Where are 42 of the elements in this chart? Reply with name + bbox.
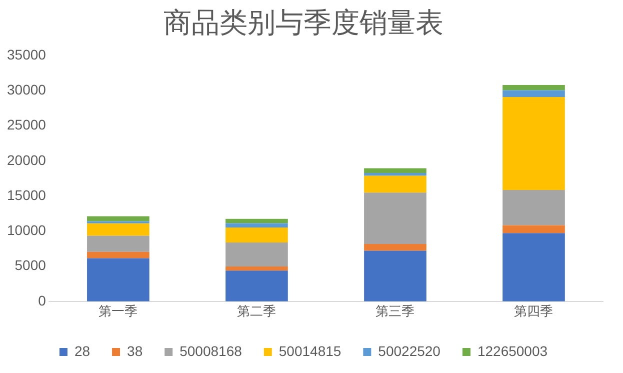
- y-tick-label: 35000: [6, 46, 46, 62]
- bar: [364, 244, 426, 251]
- legend-label: 50008168: [180, 342, 242, 359]
- bar: [226, 270, 288, 302]
- bar: [502, 85, 565, 90]
- y-tick-label: 10000: [6, 222, 46, 238]
- bar: [502, 225, 565, 234]
- y-tick-label: 25000: [6, 116, 46, 133]
- x-tick-label: 第一季: [98, 304, 138, 320]
- bar: [87, 223, 150, 236]
- x-tick-label: 第四季: [514, 304, 554, 320]
- bar: [502, 233, 565, 302]
- legend-label: 122650003: [477, 342, 548, 359]
- legend-label: 50014815: [278, 342, 342, 359]
- x-tick-label: 第二季: [237, 304, 276, 320]
- legend-label: 50022520: [378, 342, 441, 359]
- bar: [364, 172, 426, 176]
- bar: [364, 250, 426, 302]
- x-tick-label: 第三季: [376, 304, 415, 320]
- bar: [87, 258, 150, 302]
- bar: [87, 236, 150, 252]
- bar: [364, 168, 426, 173]
- y-tick-label: 15000: [6, 186, 46, 203]
- bar: [226, 218, 288, 224]
- bar: [226, 228, 288, 243]
- bar: [87, 252, 150, 258]
- y-tick-label: 30000: [6, 82, 46, 98]
- bar: [226, 242, 288, 266]
- bar: [502, 97, 565, 190]
- legend-label: 28: [74, 342, 90, 359]
- bar: [502, 90, 565, 98]
- legend-label: 38: [127, 342, 143, 359]
- chart-title: 商品类别与季度销量表: [164, 6, 444, 40]
- bar: [502, 190, 565, 226]
- y-tick-label: 0: [38, 292, 46, 308]
- bar: [364, 176, 426, 193]
- bar: [226, 266, 288, 271]
- y-tick-label: 20000: [6, 152, 46, 168]
- bar: [226, 223, 288, 228]
- bar: [87, 216, 150, 222]
- y-tick-label: 5000: [14, 257, 46, 274]
- bar: [364, 192, 426, 244]
